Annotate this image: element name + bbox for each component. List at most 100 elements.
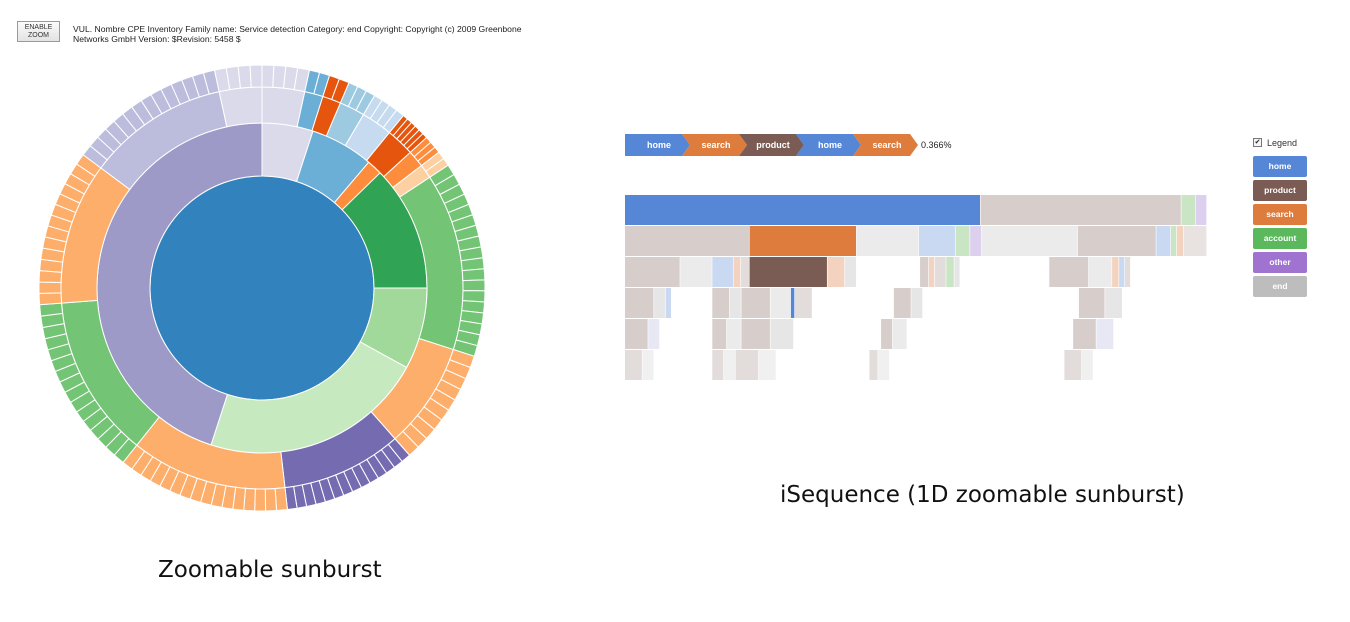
icicle-cell[interactable] xyxy=(1170,226,1177,256)
icicle-cell[interactable] xyxy=(1078,288,1105,318)
sunburst-ring3-segment[interactable] xyxy=(461,268,486,282)
icicle-cell[interactable] xyxy=(712,319,727,349)
breadcrumb-step[interactable]: search xyxy=(853,134,918,156)
icicle-cell[interactable] xyxy=(758,350,776,380)
sunburst-ring3-segment[interactable] xyxy=(462,290,486,303)
icicle-cell[interactable] xyxy=(1122,288,1207,318)
legend-toggle[interactable]: ✔ Legend xyxy=(1253,136,1323,150)
icicle-cell[interactable] xyxy=(1049,257,1089,287)
icicle-cell[interactable] xyxy=(1096,319,1114,349)
enable-zoom-button[interactable]: ENABLE ZOOM xyxy=(17,21,60,42)
icicle-cell[interactable] xyxy=(654,350,712,380)
icicle-cell[interactable] xyxy=(845,257,857,287)
icicle-cell[interactable] xyxy=(659,319,712,349)
icicle-cell[interactable] xyxy=(1119,257,1125,287)
icicle-cell[interactable] xyxy=(741,319,770,349)
icicle-cell[interactable] xyxy=(625,226,749,256)
icicle-cell[interactable] xyxy=(625,257,680,287)
icicle-cell[interactable] xyxy=(881,319,893,349)
breadcrumb-step[interactable]: home xyxy=(796,134,861,156)
sunburst-ring3-segment[interactable] xyxy=(254,488,267,512)
icicle-cell[interactable] xyxy=(1195,195,1207,225)
icicle-cell[interactable] xyxy=(889,350,1064,380)
icicle-cell[interactable] xyxy=(812,288,894,318)
icicle-cell[interactable] xyxy=(856,257,920,287)
icicle-cell[interactable] xyxy=(625,195,980,225)
icicle-cell[interactable] xyxy=(790,288,795,318)
icicle-cell[interactable] xyxy=(648,319,660,349)
icicle-cell[interactable] xyxy=(892,319,907,349)
icicle-cell[interactable] xyxy=(625,319,648,349)
icicle-cell[interactable] xyxy=(712,288,730,318)
icicle-cell[interactable] xyxy=(723,350,735,380)
icicle-cell[interactable] xyxy=(671,288,712,318)
sunburst-ring3-segment[interactable] xyxy=(462,279,486,292)
sunburst-ring3-segment[interactable] xyxy=(261,64,275,88)
icicle-cell[interactable] xyxy=(970,226,982,256)
icicle-cell[interactable] xyxy=(665,288,671,318)
icicle-cell[interactable] xyxy=(1183,226,1207,256)
icicle-cell[interactable] xyxy=(729,288,741,318)
icicle-cell[interactable] xyxy=(1113,319,1201,349)
icicle-cell[interactable] xyxy=(1176,226,1184,256)
icicle-cell[interactable] xyxy=(981,226,1078,256)
icicle-cell[interactable] xyxy=(1124,257,1131,287)
sunburst-ring3-segment[interactable] xyxy=(39,302,64,317)
icicle-cell[interactable] xyxy=(680,257,712,287)
legend-checkbox[interactable]: ✔ xyxy=(1253,138,1262,147)
icicle-cell[interactable] xyxy=(869,350,878,380)
icicle-cell[interactable] xyxy=(920,257,929,287)
icicle-cell[interactable] xyxy=(794,288,812,318)
icicle-cell[interactable] xyxy=(918,226,955,256)
icicle-cell[interactable] xyxy=(741,288,770,318)
isequence-icicle-chart[interactable] xyxy=(625,195,1207,385)
icicle-cell[interactable] xyxy=(726,319,741,349)
icicle-cell[interactable] xyxy=(642,350,654,380)
icicle-cell[interactable] xyxy=(1181,195,1196,225)
icicle-cell[interactable] xyxy=(749,226,857,256)
icicle-cell[interactable] xyxy=(934,257,946,287)
icicle-cell[interactable] xyxy=(827,257,845,287)
icicle-cell[interactable] xyxy=(740,257,749,287)
icicle-cell[interactable] xyxy=(749,257,827,287)
icicle-cell[interactable] xyxy=(980,195,1181,225)
breadcrumb-step[interactable]: home xyxy=(625,134,690,156)
icicle-cell[interactable] xyxy=(1064,350,1082,380)
icicle-cell[interactable] xyxy=(712,350,724,380)
icicle-cell[interactable] xyxy=(960,257,1049,287)
sunburst-ring3-segment[interactable] xyxy=(38,292,63,306)
icicle-cell[interactable] xyxy=(1156,226,1171,256)
icicle-cell[interactable] xyxy=(878,350,890,380)
icicle-cell[interactable] xyxy=(793,319,881,349)
icicle-cell[interactable] xyxy=(776,350,869,380)
icicle-cell[interactable] xyxy=(1081,350,1093,380)
sunburst-ring3-segment[interactable] xyxy=(237,64,252,89)
icicle-cell[interactable] xyxy=(712,257,734,287)
icicle-cell[interactable] xyxy=(893,288,911,318)
icicle-cell[interactable] xyxy=(770,288,791,318)
icicle-cell[interactable] xyxy=(922,288,1079,318)
icicle-cell[interactable] xyxy=(955,226,970,256)
icicle-cell[interactable] xyxy=(856,226,919,256)
icicle-cell[interactable] xyxy=(1093,350,1207,380)
icicle-cell[interactable] xyxy=(1077,226,1156,256)
breadcrumb-step[interactable]: search xyxy=(682,134,747,156)
sunburst-ring3-segment[interactable] xyxy=(274,487,289,512)
icicle-cell[interactable] xyxy=(1112,257,1119,287)
breadcrumb-step[interactable]: product xyxy=(739,134,804,156)
icicle-cell[interactable] xyxy=(928,257,935,287)
icicle-cell[interactable] xyxy=(907,319,1073,349)
icicle-cell[interactable] xyxy=(625,288,654,318)
sunburst-root[interactable] xyxy=(149,175,375,401)
icicle-cell[interactable] xyxy=(1073,319,1096,349)
icicle-cell[interactable] xyxy=(1130,257,1207,287)
icicle-cell[interactable] xyxy=(770,319,794,349)
sunburst-ring3-segment[interactable] xyxy=(38,281,62,294)
sunburst-ring3-segment[interactable] xyxy=(249,64,263,88)
sunburst-ring3-segment[interactable] xyxy=(264,488,278,512)
icicle-cell[interactable] xyxy=(954,257,960,287)
icicle-cell[interactable] xyxy=(911,288,923,318)
zoomable-sunburst-chart[interactable] xyxy=(12,54,528,519)
icicle-cell[interactable] xyxy=(733,257,741,287)
icicle-cell[interactable] xyxy=(625,350,642,380)
